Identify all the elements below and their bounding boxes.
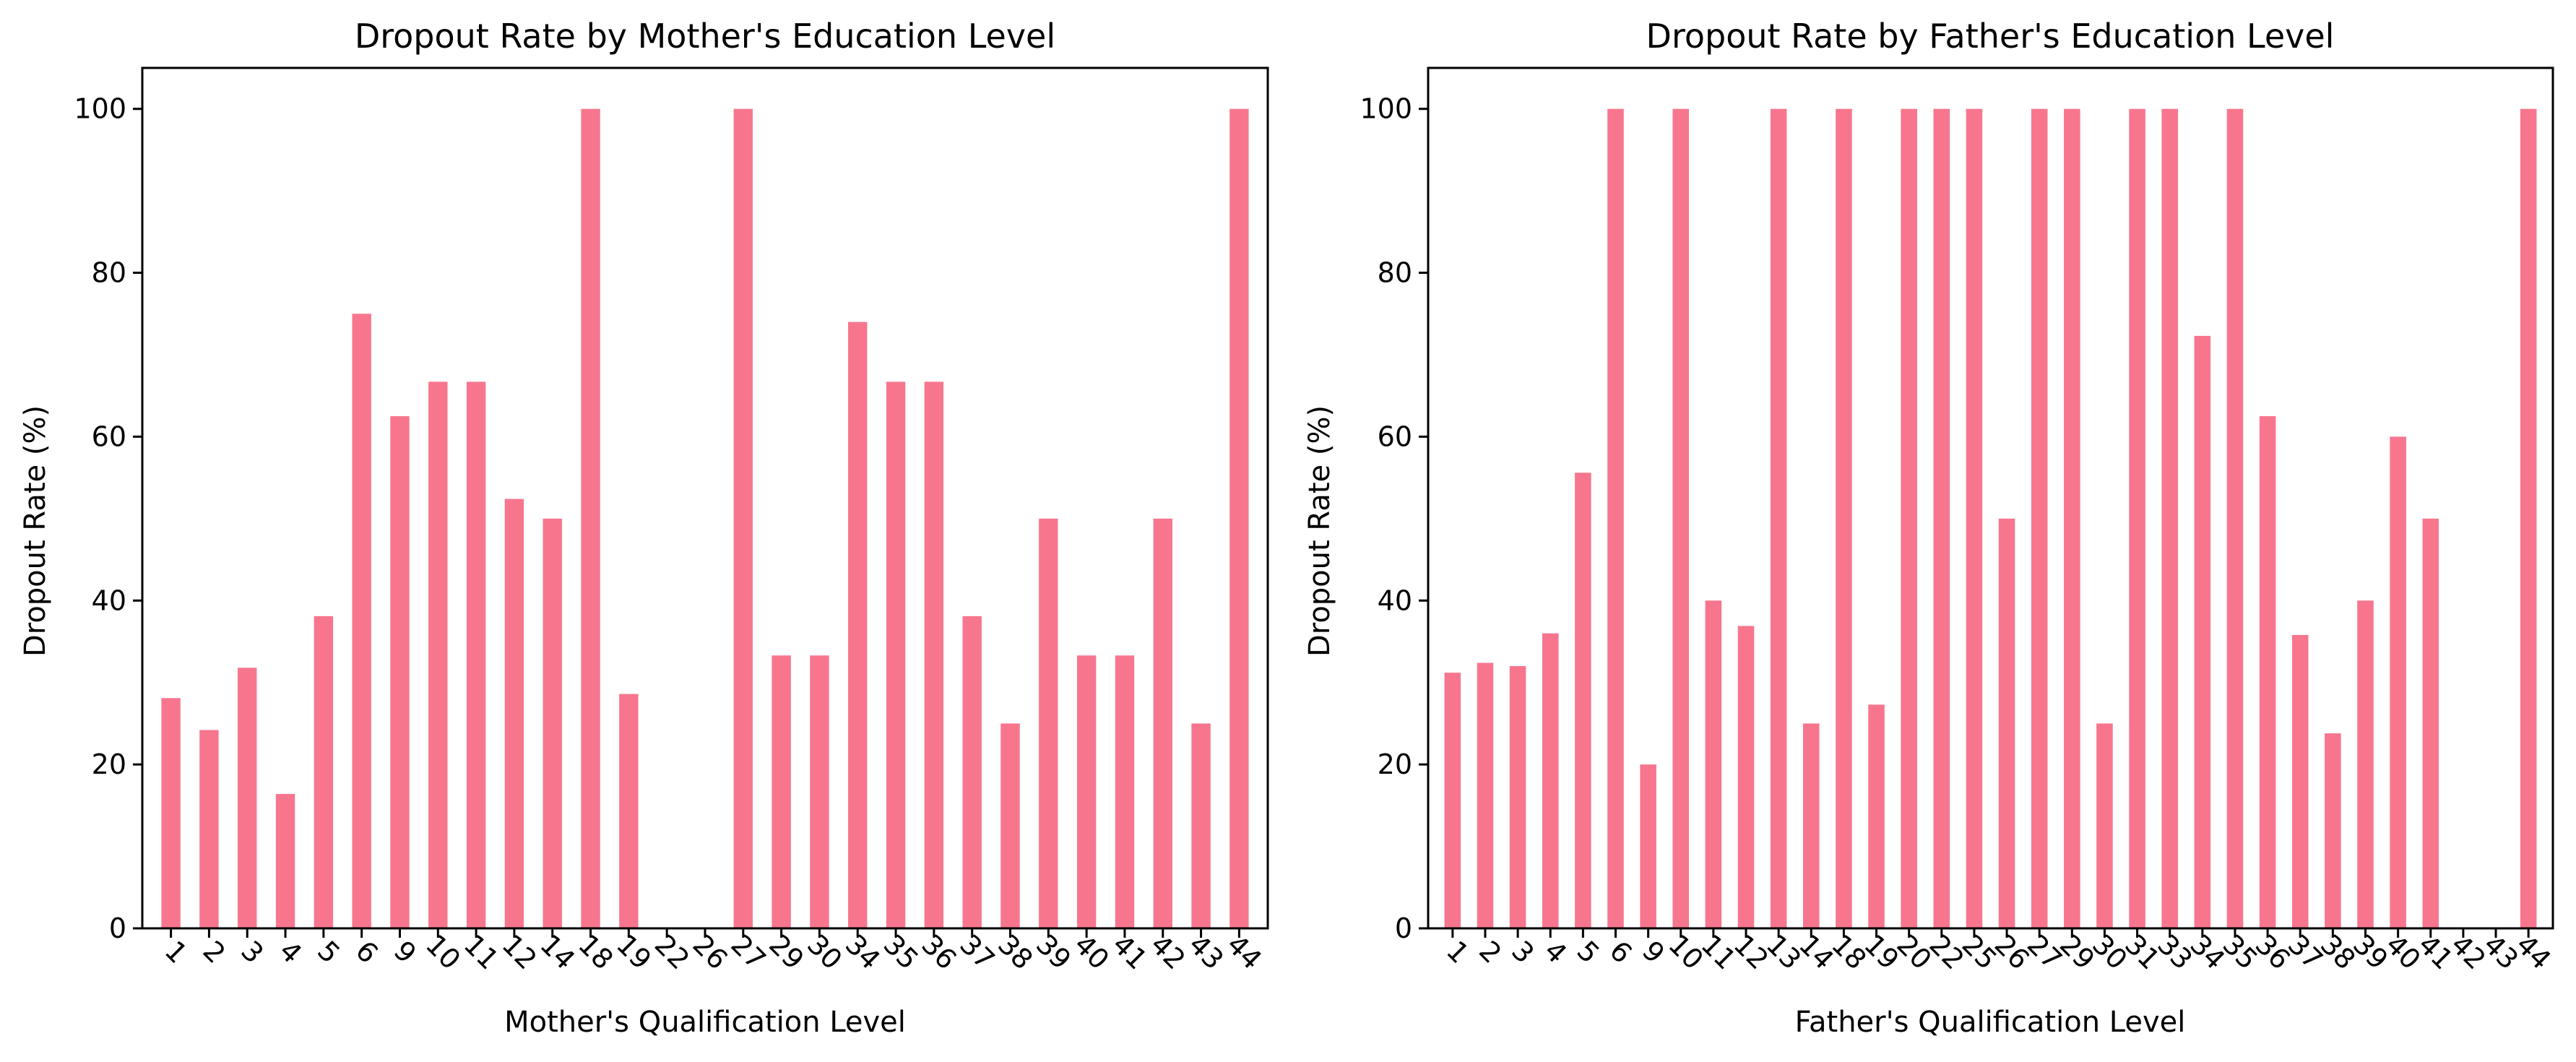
bar-11 — [466, 381, 486, 928]
y-axis-ticks: 0 20 40 60 80 100 — [1360, 93, 1428, 944]
x-axis-label: Mother's Qualification Level — [504, 1006, 906, 1039]
bar-27 — [2031, 108, 2048, 929]
bar-20 — [1901, 108, 1917, 929]
bar-27 — [733, 108, 753, 929]
bar-40 — [1076, 655, 1097, 928]
x-axis-label: Father's Qualification Level — [1795, 1006, 2186, 1039]
bar-2 — [1477, 662, 1494, 928]
bar-14 — [543, 518, 562, 928]
y-tick-label: 100 — [74, 93, 126, 125]
bar-3 — [1509, 666, 1526, 928]
chart-title: Dropout Rate by Father's Education Level — [1646, 17, 2335, 56]
bar-12 — [1737, 626, 1755, 928]
bar-41 — [2422, 518, 2439, 928]
bar-33 — [2161, 108, 2178, 929]
bar-38 — [1000, 723, 1020, 928]
bar-1 — [1444, 673, 1461, 928]
bar-14 — [1803, 723, 1820, 928]
bar-37 — [2291, 634, 2309, 928]
bar-4 — [275, 793, 295, 928]
bar-11 — [1705, 600, 1722, 928]
bar-group — [1444, 108, 2537, 929]
y-tick-label: 20 — [1378, 748, 1412, 780]
plot-frame — [141, 66, 1269, 930]
y-tick-label: 40 — [1378, 584, 1412, 616]
bar-13 — [1770, 108, 1787, 929]
bar-37 — [962, 616, 982, 928]
bar-22 — [1933, 108, 1950, 929]
bar-9 — [390, 416, 410, 928]
y-tick-label: 60 — [1378, 420, 1412, 452]
bar-44 — [2520, 108, 2537, 929]
bar-39 — [1039, 518, 1058, 928]
bar-30 — [2096, 723, 2113, 928]
bar-38 — [2325, 733, 2341, 928]
bar-42 — [1153, 518, 1172, 928]
y-axis-ticks: 0 20 40 60 80 100 — [74, 93, 142, 944]
bar-31 — [2129, 108, 2145, 929]
bar-18 — [581, 108, 600, 929]
bar-35 — [2226, 108, 2244, 929]
y-tick-label: 80 — [92, 257, 126, 289]
y-axis-label: Dropout Rate (%) — [19, 405, 52, 657]
y-tick-label: 40 — [92, 584, 126, 616]
bar-30 — [810, 655, 829, 928]
bar-10 — [1672, 108, 1690, 929]
bar-43 — [1191, 723, 1211, 928]
bar-5 — [314, 616, 334, 928]
bar-19 — [619, 694, 639, 928]
bar-3 — [238, 668, 257, 928]
y-tick-label: 0 — [109, 912, 126, 944]
plot-frame — [1427, 66, 2554, 930]
bar-6 — [352, 314, 371, 928]
bar-40 — [2390, 436, 2406, 928]
bar-12 — [504, 498, 524, 928]
y-tick-label: 0 — [1395, 912, 1412, 944]
bar-6 — [1607, 108, 1624, 929]
bar-9 — [1640, 764, 1656, 928]
bar-44 — [1229, 108, 1249, 929]
y-tick-label: 100 — [1360, 93, 1412, 125]
bar-group — [161, 108, 1249, 929]
bar-34 — [2194, 335, 2211, 928]
bar-19 — [1868, 704, 1885, 928]
bar-29 — [2064, 108, 2080, 929]
bar-25 — [1966, 108, 1983, 929]
bar-36 — [924, 381, 944, 928]
y-tick-label: 20 — [92, 748, 126, 780]
bar-18 — [1836, 108, 1852, 929]
bar-26 — [1998, 518, 2015, 928]
bar-1 — [161, 698, 181, 928]
chart-title: Dropout Rate by Mother's Education Level — [355, 17, 1055, 56]
bar-5 — [1575, 472, 1591, 928]
y-tick-label: 60 — [92, 420, 126, 452]
y-tick-label: 80 — [1378, 257, 1412, 289]
bar-34 — [848, 321, 868, 929]
bar-41 — [1115, 655, 1135, 928]
bar-36 — [2259, 416, 2276, 928]
bar-2 — [199, 730, 219, 928]
y-axis-label: Dropout Rate (%) — [1303, 405, 1336, 657]
bar-35 — [886, 381, 906, 928]
bar-29 — [771, 655, 791, 928]
bar-39 — [2357, 600, 2374, 928]
bar-4 — [1542, 633, 1559, 928]
bar-10 — [428, 381, 448, 928]
